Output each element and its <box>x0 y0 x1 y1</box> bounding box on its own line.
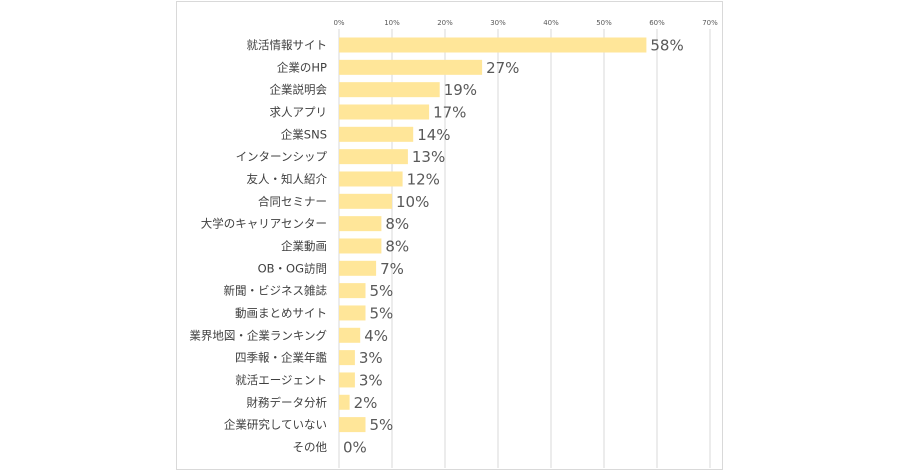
category-label: 財務データ分析 <box>247 395 328 409</box>
data-label: 8% <box>385 237 409 255</box>
bar <box>339 82 440 98</box>
x-axis-ticks: 0% 10% 20% 30% 40% 50% 60% 70% <box>333 19 718 27</box>
category-label: 友人・知人紹介 <box>247 172 328 186</box>
gridlines <box>338 29 711 468</box>
category-label: 求人アプリ <box>270 105 328 119</box>
data-label: 14% <box>417 126 450 144</box>
category-label: 四季報・企業年鑑 <box>235 351 327 365</box>
x-tick-label: 30% <box>490 19 506 27</box>
category-label: 企業説明会 <box>270 83 328 97</box>
category-label: 動画まとめサイト <box>235 306 327 320</box>
category-label: 就活エージェント <box>235 373 327 387</box>
data-label: 19% <box>444 81 477 99</box>
x-tick-label: 10% <box>384 19 400 27</box>
category-label: 合同セミナー <box>258 194 327 208</box>
category-label: 企業研究していない <box>224 418 327 432</box>
category-label: 企業SNS <box>281 127 327 141</box>
category-label: その他 <box>293 440 328 454</box>
bars <box>339 37 647 433</box>
bar <box>339 283 366 299</box>
data-labels: 58% 27% 19% 17% 14% 13% 12% 10% 8% 8% 7% 5% 5% 4% 3% 3%… <box>343 37 684 457</box>
category-label: 新聞・ビジネス雑誌 <box>224 284 328 298</box>
bar <box>339 171 403 187</box>
data-label: 5% <box>370 416 394 434</box>
bar <box>339 305 366 321</box>
bar <box>339 417 366 433</box>
data-label: 4% <box>364 327 388 345</box>
data-label: 13% <box>412 148 445 166</box>
category-label: OB・OG訪問 <box>258 261 327 275</box>
data-label: 5% <box>370 282 394 300</box>
bar <box>339 59 483 75</box>
x-tick-label: 0% <box>333 19 344 27</box>
category-label: 業界地図・企業ランキング <box>189 328 327 342</box>
data-label: 8% <box>385 215 409 233</box>
bar <box>339 104 430 120</box>
category-label: 大学のキャリアセンター <box>201 217 327 231</box>
x-tick-label: 70% <box>702 19 718 27</box>
data-label: 5% <box>370 304 394 322</box>
bar <box>339 216 382 232</box>
data-label: 58% <box>650 37 683 55</box>
bar <box>339 372 355 388</box>
category-label: 就活情報サイト <box>247 38 328 52</box>
data-label: 17% <box>433 103 466 121</box>
bar <box>339 350 355 366</box>
data-label: 10% <box>396 193 429 211</box>
category-label: 企業のHP <box>277 60 327 74</box>
data-label: 12% <box>407 170 440 188</box>
x-tick-label: 40% <box>543 19 559 27</box>
x-tick-label: 60% <box>649 19 665 27</box>
category-label: インターンシップ <box>236 150 328 164</box>
data-label: 7% <box>380 260 404 278</box>
bar <box>339 149 408 165</box>
bar <box>339 193 392 209</box>
bar <box>339 126 414 142</box>
bar <box>339 394 350 410</box>
x-tick-label: 50% <box>596 19 612 27</box>
bar <box>339 260 377 276</box>
chart-frame: 0% 10% 20% 30% 40% 50% 60% 70% 就活情報サイト企業のHP 企業説明… <box>176 1 723 470</box>
category-label: 企業動画 <box>281 239 327 253</box>
data-label: 3% <box>359 371 383 389</box>
data-label: 2% <box>354 394 378 412</box>
x-tick-label: 20% <box>437 19 453 27</box>
bar <box>339 327 361 343</box>
data-label: 0% <box>343 438 367 456</box>
data-label: 27% <box>486 59 519 77</box>
bar <box>339 37 647 53</box>
bar <box>339 238 382 254</box>
data-label: 3% <box>359 349 383 367</box>
